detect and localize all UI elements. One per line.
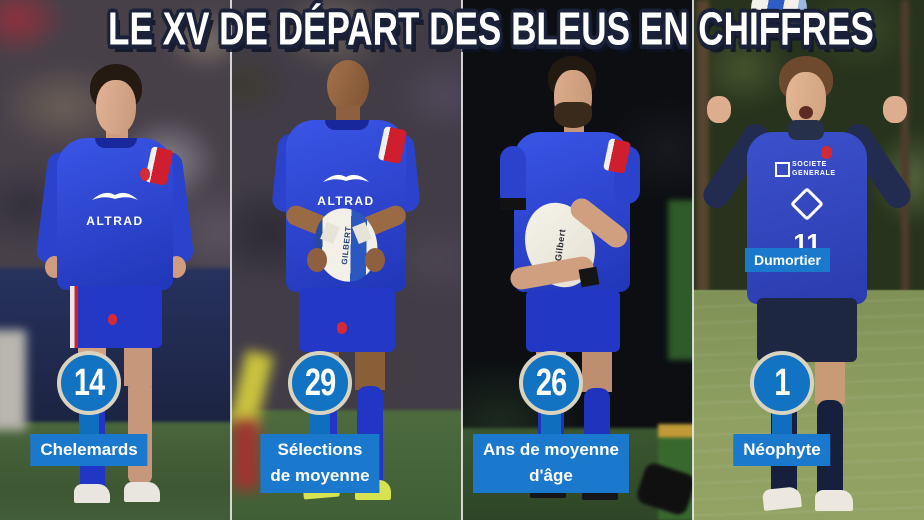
- stat-label-line: Néophyte: [743, 440, 821, 459]
- stat-label-line: de moyenne: [270, 466, 370, 486]
- player-arm-left: [500, 146, 526, 208]
- jersey-sponsor-text: ALTRAD: [86, 214, 144, 228]
- player-thigh-right: [815, 358, 845, 404]
- player-hand-left: [307, 248, 327, 272]
- panel-divider: [230, 0, 232, 520]
- jersey-rooster-crest: [140, 168, 150, 181]
- stat-number: 14: [73, 361, 105, 404]
- jersey-collar: [325, 120, 369, 130]
- stat-stem: [772, 408, 792, 440]
- ball-brand-text: Gilbert: [552, 228, 568, 262]
- stat-label-line: d'âge: [529, 466, 573, 486]
- stat-label: Ans de moyenne d'âge: [472, 434, 630, 493]
- player-hand-left: [707, 96, 731, 123]
- stat-badge: 29: [288, 351, 352, 415]
- panel-age: Gilbert 26 Ans de moyenne d'âge: [462, 0, 693, 520]
- player-thigh-right: [124, 344, 152, 386]
- stat-label: Chelemards: [30, 434, 148, 467]
- panel-selections: ALTRAD GILBERT 29 Sélections de moyenne: [231, 0, 462, 520]
- stat-number: 1: [774, 361, 790, 404]
- shorts-rooster-crest: [337, 322, 347, 334]
- stat-stem: [310, 408, 330, 440]
- player-hand-right: [365, 248, 385, 272]
- player-name-tag: Dumortier: [745, 248, 830, 272]
- stat-label-line: Ans de moyenne: [482, 440, 620, 459]
- player-shorts: [526, 290, 620, 352]
- bib-sponsor-line: SOCIETE: [792, 161, 827, 168]
- player-face: [96, 80, 136, 134]
- training-bib: [747, 132, 867, 304]
- stat-badge: 14: [57, 351, 121, 415]
- panel-chelemards: ALTRAD 14 Chelemards: [0, 0, 231, 520]
- player-neck: [336, 106, 360, 124]
- stat-number: 26: [535, 361, 567, 404]
- panel-divider: [692, 0, 694, 520]
- wrist-strap: [578, 266, 600, 288]
- bicep-band: [500, 198, 526, 210]
- player-boot-right: [815, 490, 853, 511]
- stat-label: Sélections de moyenne: [260, 434, 380, 493]
- shorts-side-stripe: [70, 286, 78, 348]
- stat-label-line: Chelemards: [40, 440, 138, 459]
- player-boot-left: [762, 486, 802, 511]
- jersey-sponsor-text: ALTRAD: [317, 194, 375, 208]
- stat-stem: [541, 408, 561, 440]
- stat-badge: 1: [750, 351, 814, 415]
- bib-sponsor-text: SOCIETE GENERALE: [792, 160, 836, 178]
- rooster-crest: [821, 146, 832, 159]
- stat-label: Néophyte: [733, 434, 831, 467]
- player-boot-right: [124, 482, 160, 502]
- jersey-collar: [95, 138, 137, 148]
- shorts-rooster-crest: [108, 314, 117, 325]
- stand-step: [0, 330, 26, 430]
- tree-trunk: [901, 0, 909, 300]
- player-beard: [554, 102, 592, 128]
- opponent-arm: [668, 200, 693, 360]
- player-open-mouth: [799, 106, 813, 119]
- ball-brand-text: GILBERT: [339, 225, 353, 265]
- player-snood: [788, 120, 824, 140]
- stat-badge: 26: [519, 351, 583, 415]
- player-head: [327, 60, 369, 112]
- sponsor-square-icon: [775, 162, 790, 177]
- ball-brand-text: GILBERT: [763, 16, 795, 33]
- blurred-sock-background: [233, 420, 259, 490]
- stat-number: 29: [304, 361, 336, 404]
- jersey-bird-logo: [323, 174, 369, 182]
- jersey-bird-logo: [92, 192, 138, 200]
- panel-neophyte: GILBERT SOCIETE GENERALE 11 Dumortier 1: [693, 0, 924, 520]
- player-hand-right: [883, 96, 907, 123]
- stat-label-line: Sélections: [277, 440, 363, 459]
- player-boot-left: [74, 484, 110, 503]
- player-thigh-right: [582, 348, 612, 392]
- player-calf-right: [128, 380, 152, 484]
- tree-trunk: [697, 0, 709, 300]
- stat-stem: [79, 408, 99, 440]
- player-thigh-right: [355, 348, 385, 390]
- player-shorts: [299, 288, 395, 352]
- bib-sponsor-line: GENERALE: [792, 170, 836, 178]
- panel-divider: [461, 0, 463, 520]
